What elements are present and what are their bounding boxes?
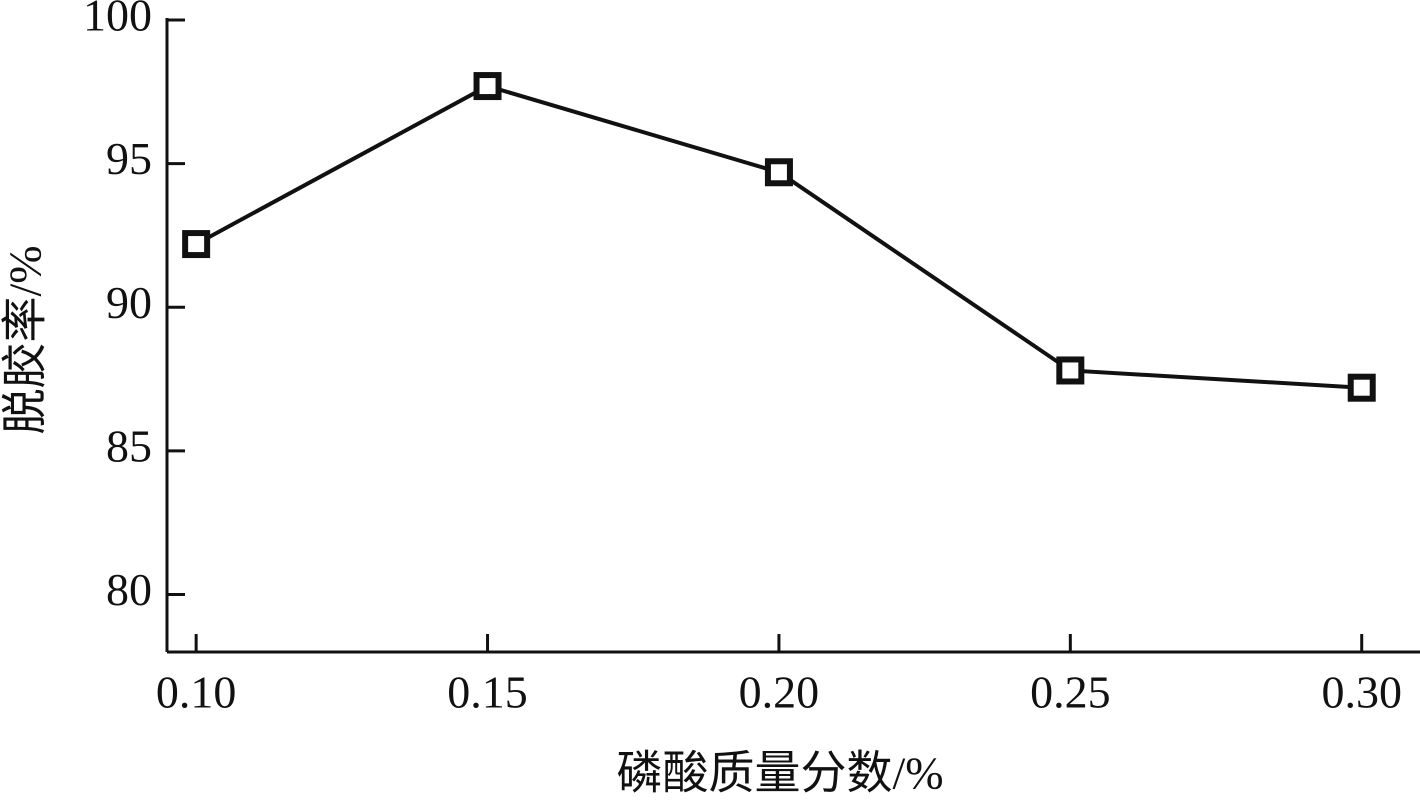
x-tick-label: 0.25 (1030, 667, 1111, 718)
y-tick-label: 95 (106, 133, 152, 184)
marker (1347, 373, 1376, 402)
y-tick-label: 100 (83, 0, 152, 41)
x-tick-label: 0.10 (156, 667, 237, 718)
marker (764, 158, 793, 187)
marker (1056, 356, 1085, 385)
y-axis-label: 脱胶率/% (0, 245, 51, 434)
x-tick-label: 0.20 (739, 667, 820, 718)
y-tick-label: 90 (106, 277, 152, 328)
x-tick-label: 0.15 (447, 667, 528, 718)
marker (473, 72, 502, 101)
x-axis-label: 磷酸质量分数/% (616, 748, 943, 799)
y-tick-label: 80 (106, 564, 152, 615)
y-tick-label: 85 (106, 420, 152, 471)
marker (182, 230, 211, 259)
line (195, 83, 1362, 390)
x-tick-label: 0.30 (1321, 667, 1402, 718)
